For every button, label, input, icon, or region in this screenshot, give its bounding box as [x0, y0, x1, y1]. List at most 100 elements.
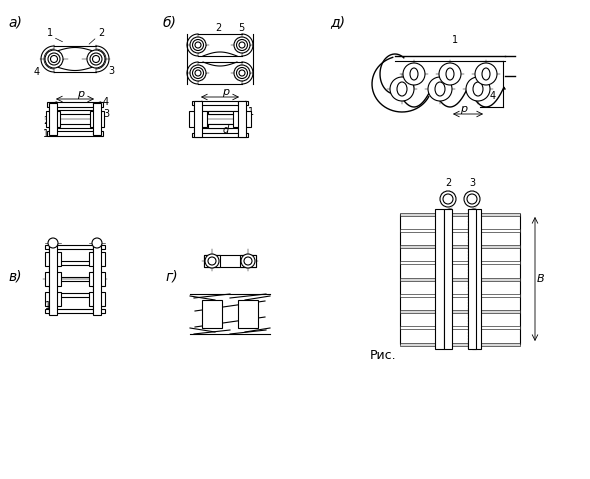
Ellipse shape — [397, 82, 407, 96]
Bar — [202, 300, 222, 328]
Circle shape — [466, 77, 490, 101]
Circle shape — [403, 63, 425, 85]
Bar — [93, 103, 101, 135]
Circle shape — [190, 65, 206, 81]
Bar — [472, 209, 481, 349]
Bar — [468, 209, 476, 349]
Text: p: p — [460, 104, 467, 114]
Bar — [89, 252, 105, 266]
Circle shape — [244, 257, 252, 265]
Text: 1: 1 — [43, 129, 49, 139]
Bar — [400, 326, 520, 329]
Text: г): г) — [165, 270, 178, 284]
Text: a): a) — [8, 15, 22, 29]
Circle shape — [390, 77, 414, 101]
Text: 1: 1 — [47, 28, 53, 38]
Bar — [49, 103, 57, 135]
Bar — [435, 209, 444, 349]
Text: в): в) — [8, 270, 21, 284]
Bar — [238, 101, 246, 137]
Circle shape — [464, 191, 480, 207]
Text: 2: 2 — [215, 23, 221, 33]
Bar — [57, 293, 93, 297]
Text: 2: 2 — [188, 117, 194, 127]
Text: 2: 2 — [445, 178, 451, 188]
Text: d: d — [223, 125, 230, 135]
Bar — [49, 243, 57, 315]
Bar — [57, 261, 93, 265]
Circle shape — [192, 39, 204, 50]
Bar — [208, 124, 244, 127]
Text: 1: 1 — [452, 35, 458, 45]
Circle shape — [241, 254, 255, 268]
Text: 5: 5 — [232, 117, 238, 127]
Circle shape — [93, 56, 100, 62]
Bar — [89, 272, 105, 286]
Bar — [400, 310, 520, 313]
Circle shape — [90, 53, 102, 65]
Ellipse shape — [435, 82, 445, 96]
Bar — [204, 255, 256, 267]
Circle shape — [195, 70, 201, 76]
Bar — [400, 214, 520, 344]
Bar — [46, 111, 60, 127]
Bar — [400, 245, 520, 248]
Text: д): д) — [330, 15, 345, 29]
Bar — [400, 277, 520, 281]
Circle shape — [205, 254, 219, 268]
Ellipse shape — [446, 68, 454, 80]
Bar — [233, 111, 251, 127]
Circle shape — [51, 56, 57, 62]
Bar — [400, 342, 520, 345]
Bar — [93, 243, 101, 315]
Circle shape — [439, 63, 461, 85]
Circle shape — [428, 77, 452, 101]
Circle shape — [48, 238, 58, 248]
Bar — [400, 261, 520, 264]
Bar — [400, 229, 520, 232]
Circle shape — [467, 194, 477, 204]
Text: 4: 4 — [103, 97, 109, 107]
Text: 5: 5 — [238, 23, 244, 33]
Bar — [189, 111, 207, 127]
Text: 3: 3 — [103, 109, 109, 119]
Bar — [196, 111, 232, 114]
Circle shape — [237, 68, 247, 79]
Text: p: p — [77, 89, 84, 99]
Bar — [58, 110, 92, 114]
Text: 1: 1 — [45, 301, 51, 311]
Bar — [57, 277, 93, 281]
Ellipse shape — [482, 68, 490, 80]
Text: Рис.: Рис. — [370, 349, 396, 362]
Ellipse shape — [410, 68, 418, 80]
Text: 4: 4 — [34, 67, 40, 77]
Bar — [45, 245, 105, 249]
Bar — [208, 111, 244, 114]
Circle shape — [440, 191, 456, 207]
Bar — [192, 133, 248, 137]
Bar — [194, 101, 202, 137]
Bar — [204, 255, 220, 267]
Text: B: B — [537, 274, 545, 284]
Bar — [45, 292, 61, 306]
Circle shape — [208, 257, 216, 265]
Bar — [45, 252, 61, 266]
Text: б): б) — [163, 15, 177, 29]
Bar — [444, 209, 452, 349]
Circle shape — [475, 63, 497, 85]
Circle shape — [87, 50, 105, 68]
Text: p: p — [222, 87, 229, 97]
Bar — [238, 300, 258, 328]
Bar — [196, 124, 232, 127]
Bar — [89, 292, 105, 306]
Bar — [240, 255, 256, 267]
Bar — [400, 294, 520, 297]
Circle shape — [234, 37, 250, 53]
Circle shape — [239, 42, 245, 48]
Circle shape — [190, 37, 206, 53]
Text: 3: 3 — [469, 178, 475, 188]
Bar — [45, 309, 105, 313]
Circle shape — [48, 53, 60, 65]
Circle shape — [45, 50, 63, 68]
Ellipse shape — [473, 82, 483, 96]
